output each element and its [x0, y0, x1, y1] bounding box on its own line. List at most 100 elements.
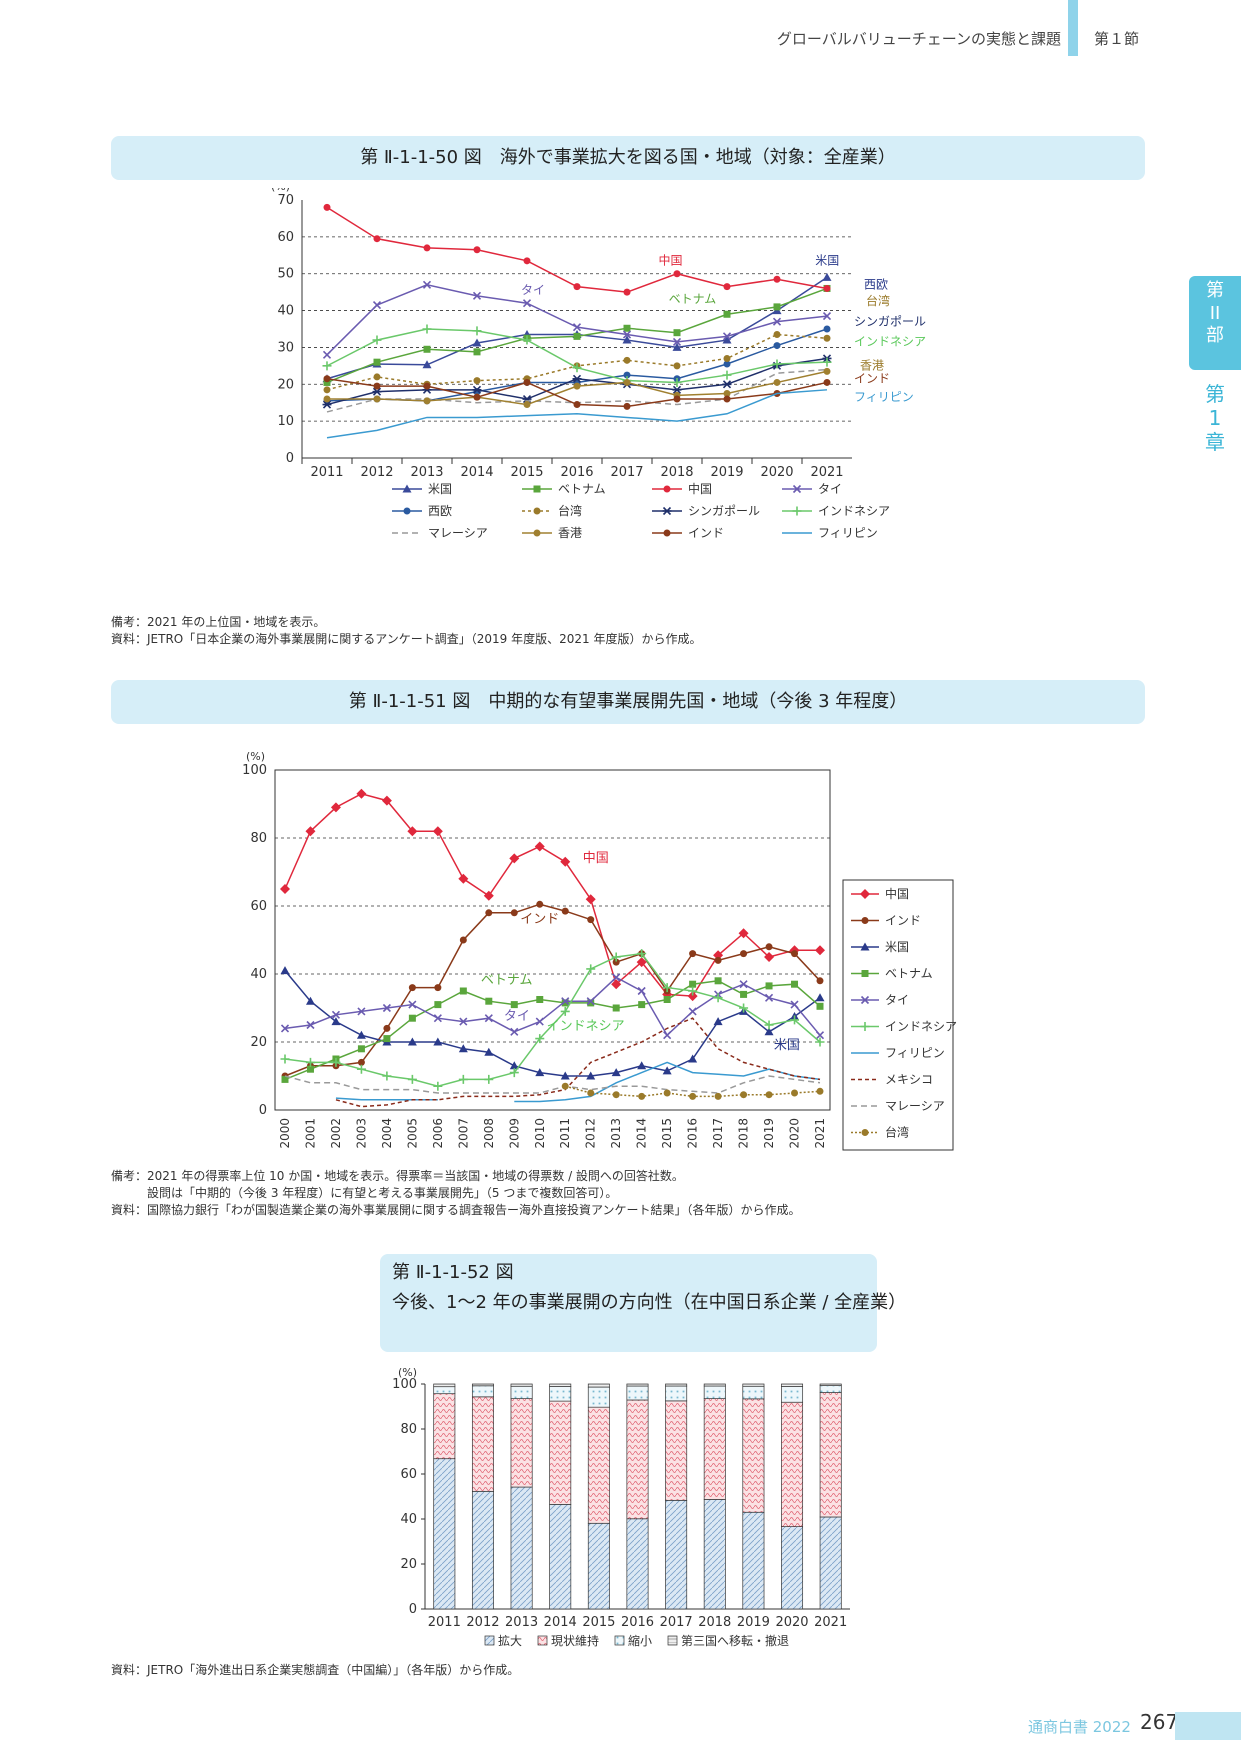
bar-segment-現状維持 [665, 1400, 688, 1501]
x-tick-label: 2003 [354, 1118, 368, 1149]
series-タイ [280, 973, 825, 1040]
data-point [422, 280, 432, 289]
data-point [573, 332, 581, 340]
series-line [284, 1075, 821, 1094]
fig50-chart: (%) 0 10 20 30 40 50 60 70 2011 2012 2013 2014 2015 20… [271, 188, 926, 540]
data-point [357, 1058, 365, 1066]
data-point [623, 288, 631, 296]
y-tick-label: 60 [250, 899, 267, 914]
data-point [790, 1000, 799, 1009]
legend-marker [663, 529, 671, 537]
data-point [723, 360, 731, 368]
data-point [673, 329, 681, 337]
data-point [722, 335, 732, 344]
bar-segment-縮小 [781, 1386, 804, 1403]
series-line [284, 970, 821, 1077]
data-point [611, 1068, 621, 1077]
series-メキシコ [335, 1017, 821, 1108]
data-point [280, 884, 290, 894]
bar-segment-縮小 [626, 1385, 649, 1401]
bar-segment-縮小 [433, 1386, 456, 1395]
data-point [458, 1044, 468, 1053]
data-point [434, 984, 442, 992]
data-point [280, 1054, 290, 1064]
x-tick-label: 2020 [788, 1118, 802, 1149]
series-annotation: 中国 [658, 253, 682, 268]
series-line [284, 792, 820, 997]
data-point [322, 350, 332, 359]
bar-segment-縮小 [549, 1386, 572, 1402]
x-tick-label: 2012 [360, 465, 393, 480]
bar-segment-第三国へ移転・撤退 [742, 1383, 765, 1387]
legend-marker [533, 529, 541, 537]
data-point [764, 1020, 774, 1030]
data-point [815, 1031, 825, 1040]
legend-label: 米国 [428, 482, 452, 496]
x-tick-label: 2009 [507, 1118, 521, 1149]
series-line [326, 283, 828, 356]
y-tick-label: 60 [277, 230, 294, 245]
data-point [331, 1057, 341, 1067]
data-point [611, 952, 621, 962]
data-point [612, 1004, 620, 1012]
data-point [408, 1014, 416, 1022]
legend-marker [861, 970, 869, 977]
x-tick-label: 2021 [810, 465, 843, 480]
data-point [636, 957, 647, 968]
legend-swatch [667, 1635, 678, 1646]
fig51-chart: (%) 0 20 40 60 80 100 2000 2001 2002 2003 2004 2005 2… [242, 750, 957, 1151]
data-point [738, 928, 749, 939]
series-annotation: シンガポール [854, 314, 926, 328]
data-point [522, 335, 532, 345]
series-annotation: タイ [504, 1009, 530, 1024]
data-point [572, 363, 582, 373]
data-point [523, 401, 531, 409]
legend-marker [861, 917, 869, 924]
legend-label: 米国 [885, 940, 909, 954]
header-title: グローバルバリューチェーンの実態と課題 [776, 30, 1061, 48]
data-point [432, 826, 443, 837]
series-マレーシア [284, 1075, 821, 1094]
series-インド [323, 375, 831, 410]
data-point [459, 936, 467, 944]
data-point [622, 335, 632, 344]
x-tick-label: 2014 [635, 1118, 649, 1149]
data-point [722, 370, 732, 380]
series-インド [281, 900, 824, 1080]
data-point [622, 330, 632, 339]
data-point [510, 1001, 518, 1009]
bar-segment-縮小 [819, 1385, 842, 1393]
data-point [433, 1014, 442, 1023]
bar-segment-拡大 [703, 1499, 726, 1610]
x-tick-label: 2002 [329, 1118, 343, 1149]
data-point [773, 303, 781, 311]
x-tick-label: 2019 [762, 1118, 776, 1149]
legend-marker [533, 485, 541, 493]
data-point [535, 1068, 545, 1077]
data-point [407, 1037, 417, 1046]
data-point [561, 907, 569, 915]
data-point [687, 991, 698, 1002]
series-annotation: ベトナム [481, 973, 533, 988]
data-point [587, 999, 595, 1007]
bar-segment-現状維持 [549, 1400, 572, 1505]
data-point [623, 402, 631, 410]
data-point [772, 359, 782, 369]
data-point [822, 357, 832, 367]
legend-marker [860, 995, 870, 1005]
series-annotation: タイ [521, 283, 545, 297]
data-point [623, 356, 631, 364]
bar-segment-拡大 [471, 1490, 494, 1610]
series-annotation: フィリピン [854, 390, 914, 404]
bar-segment-第三国へ移転・撤退 [433, 1383, 456, 1388]
series-line [284, 903, 821, 1077]
legend-label: インドネシア [818, 504, 890, 518]
data-point [509, 1068, 519, 1078]
data-point [382, 1071, 392, 1081]
data-point [573, 382, 581, 390]
bar-segment-現状維持 [587, 1406, 610, 1524]
data-point [723, 395, 731, 403]
bar-segment-縮小 [665, 1385, 688, 1402]
data-point [423, 244, 431, 252]
